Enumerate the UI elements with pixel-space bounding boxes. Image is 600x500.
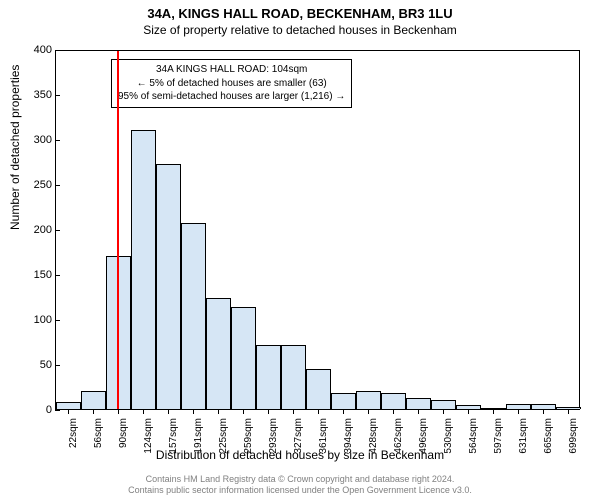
histogram-bar [506,404,531,409]
histogram-bar [156,164,181,409]
reference-line [117,51,119,409]
x-tick-mark [243,409,244,414]
x-tick-label: 22sqm [68,418,79,468]
y-tick-label: 300 [12,134,52,146]
annotation-line2: ← 5% of detached houses are smaller (63) [118,77,345,91]
x-tick-mark [418,409,419,414]
x-tick-label: 394sqm [343,418,354,468]
histogram-bar [106,256,131,409]
histogram-bar [456,405,481,409]
histogram-bar [281,345,306,409]
x-tick-mark [118,409,119,414]
y-tick-label: 200 [12,224,52,236]
x-tick-mark [143,409,144,414]
x-tick-mark [393,409,394,414]
histogram-bar [406,398,431,409]
y-tick-mark [55,275,60,276]
y-tick-mark [55,185,60,186]
x-tick-mark [318,409,319,414]
x-tick-mark [218,409,219,414]
x-tick-label: 699sqm [568,418,579,468]
y-tick-label: 350 [12,89,52,101]
x-tick-mark [93,409,94,414]
y-tick-label: 400 [12,44,52,56]
histogram-bar [431,400,456,409]
y-tick-mark [55,320,60,321]
y-tick-label: 50 [12,359,52,371]
x-tick-mark [543,409,544,414]
y-tick-mark [55,95,60,96]
x-tick-mark [493,409,494,414]
y-tick-label: 100 [12,314,52,326]
x-tick-mark [468,409,469,414]
x-tick-mark [343,409,344,414]
x-tick-mark [193,409,194,414]
histogram-bar [56,402,81,409]
x-tick-label: 56sqm [93,418,104,468]
x-tick-label: 124sqm [143,418,154,468]
histogram-bar [556,407,581,409]
histogram-bar [131,130,156,409]
y-tick-mark [55,50,60,51]
x-tick-mark [443,409,444,414]
y-tick-mark [55,140,60,141]
histogram-bar [231,307,256,409]
histogram-bar [256,345,281,409]
x-tick-mark [293,409,294,414]
x-tick-label: 90sqm [118,418,129,468]
chart-container: 34A, KINGS HALL ROAD, BECKENHAM, BR3 1LU… [0,0,600,500]
annotation-box: 34A KINGS HALL ROAD: 104sqm ← 5% of deta… [111,59,352,108]
histogram-bar [306,369,331,410]
plot-area: 34A KINGS HALL ROAD: 104sqm ← 5% of deta… [55,50,580,410]
x-tick-mark [68,409,69,414]
x-tick-label: 157sqm [168,418,179,468]
footer-text: Contains HM Land Registry data © Crown c… [0,474,600,497]
y-tick-label: 250 [12,179,52,191]
y-tick-label: 150 [12,269,52,281]
x-tick-label: 293sqm [268,418,279,468]
chart-title: 34A, KINGS HALL ROAD, BECKENHAM, BR3 1LU [0,0,600,21]
histogram-bar [481,408,506,409]
x-tick-label: 665sqm [543,418,554,468]
x-tick-label: 530sqm [443,418,454,468]
histogram-bar [531,404,556,409]
x-tick-mark [518,409,519,414]
histogram-bar [206,298,231,409]
x-tick-label: 191sqm [193,418,204,468]
x-tick-mark [568,409,569,414]
x-tick-label: 327sqm [293,418,304,468]
y-tick-mark [55,410,60,411]
x-tick-mark [168,409,169,414]
x-tick-label: 462sqm [393,418,404,468]
y-tick-mark [55,365,60,366]
x-tick-label: 496sqm [418,418,429,468]
x-tick-mark [368,409,369,414]
footer-line1: Contains HM Land Registry data © Crown c… [146,474,455,484]
x-tick-label: 361sqm [318,418,329,468]
histogram-bar [381,393,406,409]
x-tick-mark [268,409,269,414]
annotation-line1: 34A KINGS HALL ROAD: 104sqm [118,63,345,77]
x-tick-label: 564sqm [468,418,479,468]
chart-subtitle: Size of property relative to detached ho… [0,21,600,37]
histogram-bar [181,223,206,409]
y-tick-label: 0 [12,404,52,416]
histogram-bar [356,391,381,409]
x-tick-label: 597sqm [493,418,504,468]
histogram-bar [81,391,106,409]
y-tick-mark [55,230,60,231]
x-tick-label: 428sqm [368,418,379,468]
histogram-bar [331,393,356,409]
annotation-line3: 95% of semi-detached houses are larger (… [118,90,345,104]
footer-line2: Contains public sector information licen… [128,485,472,495]
x-tick-label: 631sqm [518,418,529,468]
x-tick-label: 225sqm [218,418,229,468]
x-tick-label: 259sqm [243,418,254,468]
